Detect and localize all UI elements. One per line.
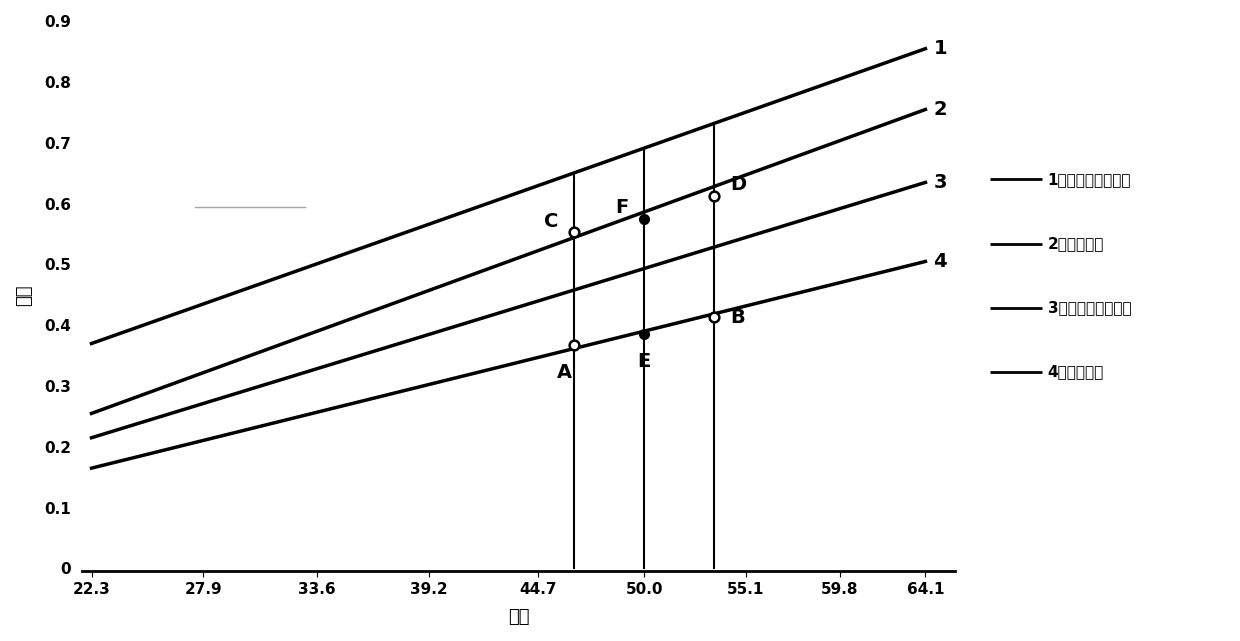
Y-axis label: 油位: 油位: [15, 284, 33, 306]
Text: 1: 1: [934, 39, 947, 58]
Text: E: E: [637, 353, 651, 371]
Text: 2－油位上限: 2－油位上限: [1048, 236, 1104, 251]
Text: 3－拟合计算油位値: 3－拟合计算油位値: [1048, 300, 1131, 315]
Text: 4－油位下限: 4－油位下限: [1048, 364, 1104, 379]
Text: A: A: [557, 363, 572, 382]
Text: D: D: [730, 176, 746, 194]
Text: 4: 4: [934, 252, 947, 271]
Text: B: B: [730, 308, 745, 327]
X-axis label: 油温: 油温: [507, 608, 529, 626]
Text: 2: 2: [934, 100, 947, 119]
Text: 1－油位最高计算値: 1－油位最高计算値: [1048, 172, 1131, 187]
Text: F: F: [615, 199, 629, 217]
Text: 3: 3: [934, 173, 947, 192]
Text: C: C: [544, 212, 558, 231]
